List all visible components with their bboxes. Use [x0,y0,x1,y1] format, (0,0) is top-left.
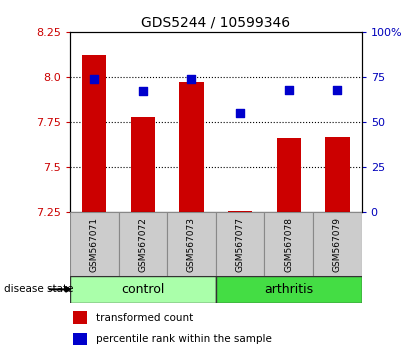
Text: GSM567073: GSM567073 [187,217,196,272]
Bar [73,311,88,324]
Bar [167,212,216,276]
Text: GSM567072: GSM567072 [139,217,147,272]
Bar [228,211,252,212]
Bar [131,117,155,212]
Text: disease state: disease state [4,284,74,295]
Bar [325,137,349,212]
Text: transformed count: transformed count [96,313,194,323]
Text: arthritis: arthritis [264,283,313,296]
Point [91,76,97,82]
Point [237,110,243,116]
Bar [277,138,301,212]
Bar [73,332,88,345]
Bar [179,82,203,212]
Bar [216,212,264,276]
Bar [82,55,106,212]
Bar [70,276,216,303]
Text: GSM567079: GSM567079 [333,217,342,272]
Text: percentile rank within the sample: percentile rank within the sample [96,334,272,344]
Text: GSM567077: GSM567077 [236,217,245,272]
Bar [118,212,167,276]
Point [334,87,341,92]
Point [188,76,195,82]
Title: GDS5244 / 10599346: GDS5244 / 10599346 [141,15,290,29]
Bar [313,212,362,276]
Point [286,87,292,92]
Bar [216,276,362,303]
Text: GSM567078: GSM567078 [284,217,293,272]
Text: control: control [121,283,164,296]
Point [140,88,146,94]
Bar [70,212,118,276]
Text: GSM567071: GSM567071 [90,217,99,272]
Bar [264,212,313,276]
